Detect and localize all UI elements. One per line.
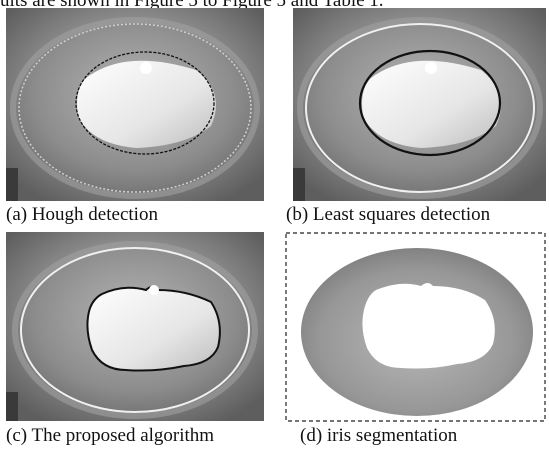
inner-boundary-contour	[86, 286, 221, 372]
caption-c: (c) The proposed algorithm	[6, 425, 215, 446]
figure-proposed-algorithm	[6, 232, 264, 421]
outer-boundary-circle	[18, 23, 252, 193]
caption-d: (d) iris segmentation	[300, 425, 458, 446]
inner-boundary-circle	[75, 51, 215, 155]
caption-a: (a) Hough detection	[6, 204, 158, 225]
body-text-line: ults are shown in Figure 5 to Figure 5 a…	[0, 0, 384, 11]
inner-boundary-ellipse	[358, 49, 502, 157]
outer-boundary-ellipse	[305, 23, 535, 193]
caption-b: (b) Least squares detection	[286, 204, 491, 225]
pupil-region	[362, 283, 495, 369]
outer-boundary-ellipse	[20, 247, 250, 413]
figure-iris-segmentation	[285, 232, 546, 422]
figure-least-squares-detection	[293, 8, 546, 201]
figure-hough-detection	[6, 8, 264, 201]
